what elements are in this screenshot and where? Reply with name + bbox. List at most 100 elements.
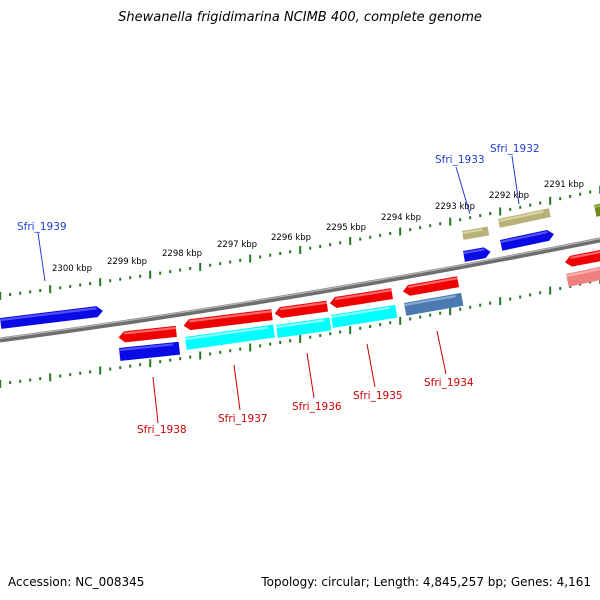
tick-mark <box>0 291 2 300</box>
leader-line <box>152 376 159 424</box>
tick-mark <box>539 201 542 205</box>
leader-line <box>233 364 241 411</box>
cog-box-sfri-1937[interactable] <box>185 324 275 350</box>
tick-mark <box>349 326 352 335</box>
cog-box-sfri-1934[interactable] <box>404 292 464 316</box>
tick-mark <box>299 246 302 254</box>
gene-arrow-sfri-1937[interactable] <box>183 309 273 331</box>
tick-labels: 2300 kbp 2299 kbp 2298 kbp 2297 kbp 2296 kbp… <box>52 180 584 274</box>
tick-mark <box>369 324 372 328</box>
accession-text: Accession: NC_008345 <box>8 575 145 589</box>
tick-mark <box>279 252 282 256</box>
tick-mark <box>519 205 522 209</box>
tick-mark <box>509 207 512 211</box>
tick-mark <box>119 277 122 281</box>
tick-mark <box>149 359 152 368</box>
tick-label: 2298 kbp <box>162 249 202 259</box>
tick-mark <box>339 330 342 334</box>
gene-arrow-sfri-1935[interactable] <box>329 288 393 309</box>
tick-mark <box>219 350 222 354</box>
gene-arrow-edge[interactable] <box>564 249 600 267</box>
tick-mark <box>19 291 22 295</box>
tick-mark <box>279 340 282 344</box>
gene-label[interactable]: Sfri_1935 <box>353 390 403 402</box>
gene-label[interactable]: Sfri_1932 <box>490 143 540 155</box>
tick-mark <box>289 339 292 343</box>
tick-label: 2294 kbp <box>381 213 421 223</box>
cog-box-sfri-1936[interactable] <box>276 317 332 338</box>
tick-mark <box>289 250 292 254</box>
tick-mark <box>309 246 312 250</box>
tick-mark <box>519 295 522 299</box>
tick-mark <box>189 355 192 359</box>
tick-mark <box>199 262 202 271</box>
tick-mark <box>189 266 192 270</box>
gene-label[interactable]: Sfri_1939 <box>17 221 67 233</box>
tick-mark <box>409 317 412 321</box>
tick-mark <box>29 290 32 294</box>
cog-box-sfri-1932[interactable] <box>498 208 551 228</box>
backbone-highlight <box>0 237 600 340</box>
tick-mark <box>169 358 172 362</box>
tick-label: 2300 kbp <box>52 264 92 274</box>
cog-box-sfri-1935[interactable] <box>331 304 398 328</box>
tick-label: 2293 kbp <box>435 202 475 212</box>
tick-mark <box>79 283 82 287</box>
tick-mark <box>359 326 362 330</box>
tick-mark <box>139 274 142 278</box>
tick-mark <box>79 371 82 375</box>
tick-mark <box>139 363 142 367</box>
gene-arrow-sfri-1933[interactable] <box>463 246 491 262</box>
tick-mark <box>119 366 122 370</box>
cog-box-sfri-1933[interactable] <box>462 226 490 240</box>
tick-mark <box>309 335 312 339</box>
gene-label[interactable]: Sfri_1937 <box>218 413 268 425</box>
tick-mark <box>49 373 52 382</box>
tick-mark <box>259 344 262 348</box>
tick-mark <box>39 377 42 381</box>
tick-mark <box>9 293 12 297</box>
gene-label[interactable]: Sfri_1938 <box>137 424 187 436</box>
tick-mark <box>549 286 552 295</box>
leader-line <box>366 343 376 388</box>
tick-mark <box>129 364 132 368</box>
tick-mark <box>39 289 42 293</box>
cog-box-edge[interactable] <box>594 202 600 217</box>
gene-arrow-sfri-1936[interactable] <box>274 300 329 319</box>
tick-mark <box>389 321 392 325</box>
tick-mark <box>329 332 332 336</box>
gene-arrow-sfri-1934[interactable] <box>402 276 460 297</box>
tick-mark <box>469 216 472 220</box>
gene-label[interactable]: Sfri_1934 <box>424 377 474 389</box>
tick-mark <box>109 367 112 371</box>
tick-mark <box>429 313 432 317</box>
tick-mark <box>529 293 532 297</box>
tick-mark <box>89 282 92 286</box>
tick-mark <box>159 360 162 364</box>
tick-mark <box>179 357 182 361</box>
tick-mark <box>429 224 432 228</box>
tick-mark <box>579 192 582 196</box>
tick-track-inner <box>0 275 600 388</box>
gene-label[interactable]: Sfri_1933 <box>435 154 485 166</box>
tick-mark <box>479 214 482 218</box>
tick-mark <box>159 271 162 275</box>
tick-mark <box>269 342 272 346</box>
tick-mark <box>409 228 412 232</box>
gene-arrow-sfri-1939[interactable] <box>0 305 104 329</box>
tick-mark <box>259 255 262 259</box>
cog-box-sfri-1938[interactable] <box>119 341 181 361</box>
gene-arrow-sfri-1932[interactable] <box>500 229 555 251</box>
gene-label[interactable]: Sfri_1936 <box>292 401 342 413</box>
tick-mark <box>339 241 342 245</box>
genome-stats-text: Topology: circular; Length: 4,845,257 bp… <box>261 575 591 589</box>
tick-mark <box>489 212 492 216</box>
tick-mark <box>69 284 72 288</box>
tick-mark <box>509 297 512 301</box>
gene-arrow-sfri-1938[interactable] <box>118 325 177 343</box>
tick-mark <box>249 343 252 352</box>
tick-mark <box>249 254 252 263</box>
cog-box-edge-2[interactable] <box>566 265 600 287</box>
tick-mark <box>559 197 562 201</box>
